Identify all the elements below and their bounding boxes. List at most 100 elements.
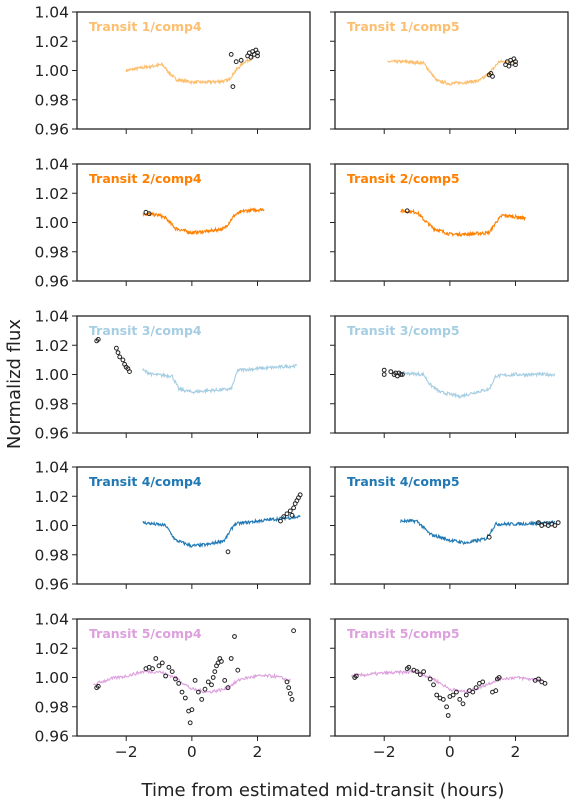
y-tick-label: 0.98 [34, 546, 69, 564]
outlier-point [222, 678, 228, 683]
outlier-point [381, 367, 387, 373]
y-tick-label: 1.04 [34, 156, 69, 174]
outlier-point [176, 681, 182, 686]
panel: Transit 5/comp5 −2 0 2 [330, 618, 569, 761]
outlier-point [486, 534, 492, 540]
y-tick-label: 0.96 [34, 425, 69, 443]
panel-title: Transit 2/comp4 [89, 171, 202, 186]
outlier-point [506, 63, 512, 69]
panel-title: Transit 1/comp4 [89, 19, 202, 34]
x-tick-label: 0 [187, 743, 197, 761]
outlier-point [513, 62, 518, 68]
outlier-point [212, 669, 218, 674]
outlier-point [189, 707, 195, 713]
outlier-point [153, 656, 159, 661]
outlier-point [114, 345, 119, 351]
y-tick-label: 1.00 [34, 366, 69, 384]
y-tick-label: 0.96 [34, 121, 69, 139]
outlier-point [187, 720, 193, 726]
outlier-point [150, 666, 155, 672]
outlier-point [169, 669, 175, 674]
outlier-point [427, 676, 433, 682]
light-curve [125, 55, 255, 86]
panel: Transit 4/comp4 0.96 0.98 1.00 1.02 1.04 [34, 459, 311, 594]
outlier-point [473, 685, 479, 691]
outlier-point [228, 656, 234, 661]
outlier-point [196, 689, 201, 695]
outlier-point [248, 54, 254, 60]
panel: Transit 3/comp4 0.96 0.98 1.00 1.02 1.04 [34, 308, 311, 443]
x-tick-label: 2 [253, 743, 263, 761]
outlier-point [414, 669, 420, 674]
y-tick-label: 0.96 [34, 576, 69, 594]
outlier-point [289, 512, 295, 518]
outlier-point [210, 675, 216, 680]
light-curve [142, 207, 265, 235]
outlier-point [417, 672, 423, 677]
outlier-point [255, 53, 260, 59]
y-tick-label: 1.02 [34, 640, 69, 658]
outlier-point [404, 208, 410, 214]
outlier-point [460, 701, 466, 707]
panel: Transit 3/comp5 [330, 315, 569, 438]
x-tick-label: −2 [373, 743, 396, 761]
outlier-point [117, 354, 123, 360]
y-tick-label: 0.96 [34, 273, 69, 291]
panel: Transit 2/comp5 [330, 163, 569, 286]
outlier-point [95, 337, 101, 342]
outlier-point [192, 678, 198, 683]
outlier-point [284, 511, 290, 517]
y-tick-label: 0.98 [34, 243, 69, 261]
y-tick-label: 1.00 [34, 669, 69, 687]
outlier-point [127, 369, 132, 375]
outlier-point [399, 372, 405, 377]
outlier-point [470, 689, 476, 695]
panel-title: Transit 3/comp5 [347, 323, 460, 338]
outlier-point [199, 697, 205, 702]
outlier-point [440, 697, 446, 702]
outlier-point [209, 682, 214, 688]
outlier-point [281, 514, 287, 520]
outlier-point [233, 59, 239, 65]
y-tick-label: 1.04 [34, 4, 69, 22]
outlier-point [182, 695, 188, 701]
outlier-point [536, 520, 541, 525]
panel: Transit 2/comp4 0.96 0.98 1.00 1.02 1.04 [34, 156, 311, 291]
outlier-point [219, 659, 224, 664]
outlier-point [291, 505, 297, 511]
outlier-point [284, 679, 290, 685]
x-tick-label: 0 [445, 743, 455, 761]
outlier-point [353, 673, 359, 679]
light-curve [142, 363, 298, 395]
outlier-point [166, 664, 172, 670]
panel: Transit 4/comp5 [330, 466, 569, 589]
outlier-point [450, 692, 456, 698]
panel-title: Transit 4/comp4 [89, 474, 202, 489]
y-tick-label: 1.00 [34, 62, 69, 80]
outlier-point [146, 211, 152, 217]
outlier-point [406, 664, 412, 670]
outlier-point [238, 57, 244, 63]
y-tick-label: 1.02 [34, 488, 69, 506]
panel: Transit 5/comp4 0.96 0.98 1.00 1.02 1.04 −2 0 2 [34, 611, 311, 761]
outlier-point [287, 691, 293, 696]
outlier-point [156, 663, 162, 669]
x-axis-label: Time from estimated mid-transit (hours) [141, 780, 505, 801]
x-tick-label: 2 [511, 743, 521, 761]
outlier-point [463, 692, 469, 698]
outlier-point [202, 686, 208, 692]
light-curve [93, 669, 291, 694]
panel-title: Transit 3/comp4 [89, 323, 202, 338]
y-tick-label: 1.04 [34, 308, 69, 326]
light-curve [142, 514, 301, 548]
y-tick-label: 0.98 [34, 395, 69, 413]
outlier-point [230, 84, 236, 89]
outlier-point [228, 52, 234, 57]
outlier-point [287, 508, 293, 514]
panel: Transit 1/comp4 0.96 0.98 1.00 1.02 1.04 [34, 4, 311, 139]
outlier-point [542, 681, 548, 686]
light-curve [400, 208, 526, 238]
outlier-point [173, 676, 178, 682]
outlier-point [235, 667, 241, 673]
